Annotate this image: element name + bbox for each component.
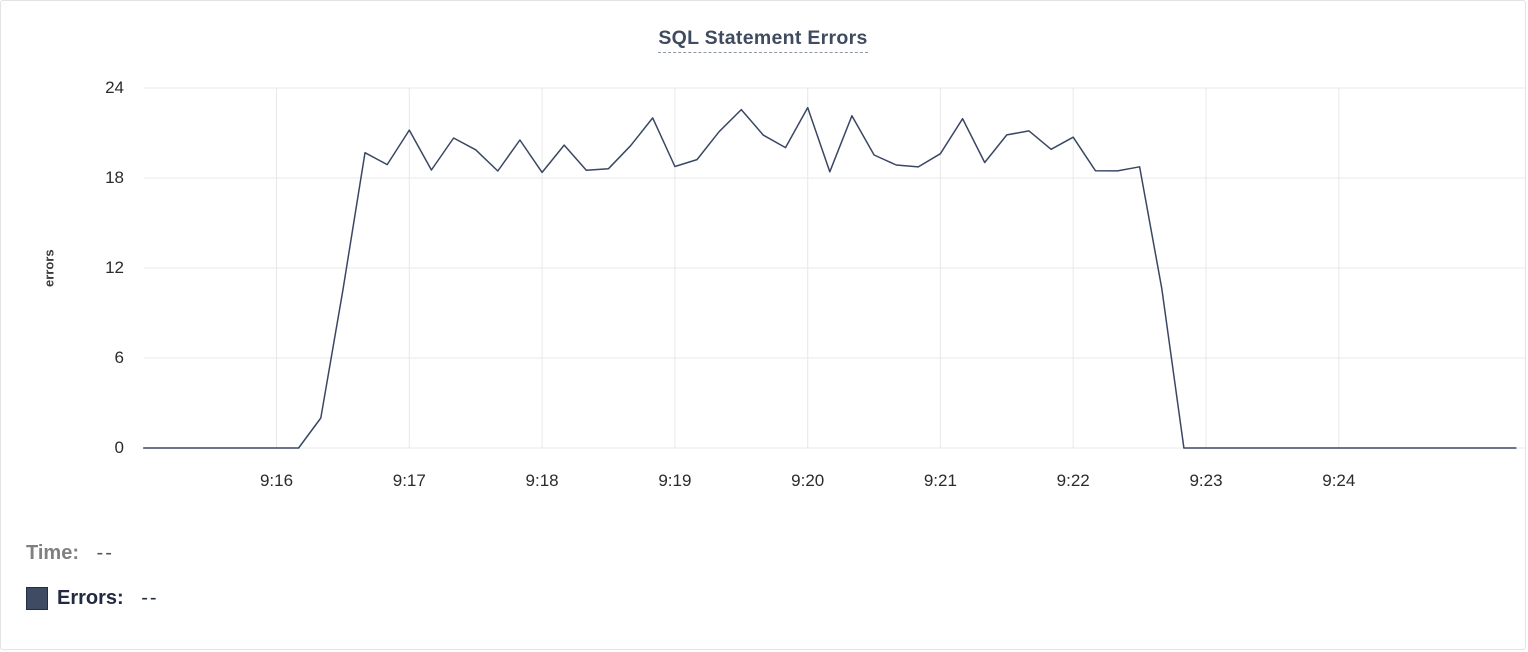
svg-text:9:24: 9:24 <box>1322 471 1355 490</box>
svg-text:12: 12 <box>105 258 124 277</box>
svg-text:9:22: 9:22 <box>1057 471 1090 490</box>
svg-text:9:16: 9:16 <box>260 471 293 490</box>
svg-text:0: 0 <box>115 438 124 457</box>
svg-text:9:18: 9:18 <box>526 471 559 490</box>
svg-text:18: 18 <box>105 168 124 187</box>
svg-text:9:21: 9:21 <box>924 471 957 490</box>
svg-text:9:20: 9:20 <box>791 471 824 490</box>
svg-text:9:23: 9:23 <box>1189 471 1222 490</box>
svg-text:6: 6 <box>115 348 124 367</box>
svg-text:9:17: 9:17 <box>393 471 426 490</box>
svg-text:9:19: 9:19 <box>658 471 691 490</box>
svg-text:24: 24 <box>105 78 124 97</box>
